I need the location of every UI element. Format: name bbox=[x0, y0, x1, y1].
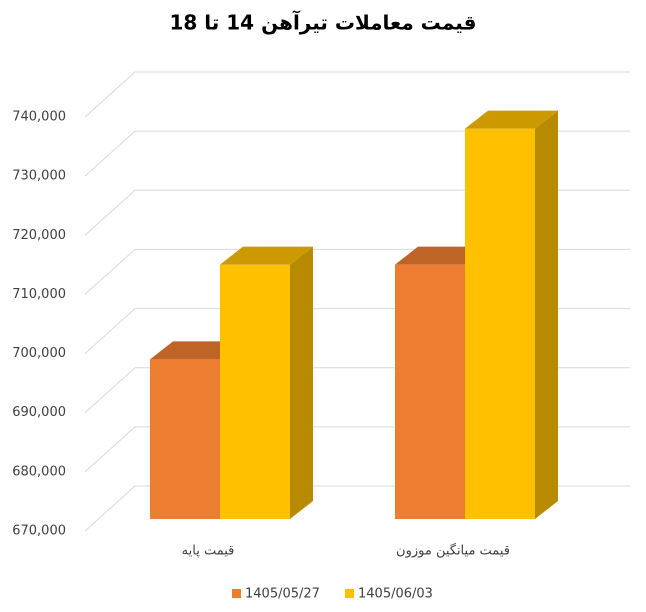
legend-swatch bbox=[345, 589, 354, 598]
y-tick-label: 740,000 bbox=[12, 110, 66, 125]
bar-side bbox=[535, 110, 558, 520]
bar-top bbox=[465, 110, 558, 129]
legend-label: 1405/06/03 bbox=[358, 587, 433, 602]
x-tick-label: قیمت میانگین موزون bbox=[396, 543, 510, 559]
bar bbox=[150, 359, 220, 519]
legend-label: 1405/05/27 bbox=[245, 587, 320, 602]
bar bbox=[465, 128, 535, 519]
chart-title: قیمت معاملات تیرآهن 14 تا 18 bbox=[169, 10, 476, 35]
y-tick-label: 690,000 bbox=[12, 405, 66, 420]
legend-swatch bbox=[232, 589, 241, 598]
y-tick-label: 730,000 bbox=[12, 169, 66, 184]
x-tick-label: قیمت پایه bbox=[182, 544, 235, 559]
bar bbox=[395, 264, 465, 519]
y-tick-label: 710,000 bbox=[12, 287, 66, 302]
bar-side bbox=[290, 246, 313, 519]
bar bbox=[220, 264, 290, 519]
bar-top bbox=[395, 246, 488, 265]
y-tick-label: 680,000 bbox=[12, 464, 66, 479]
y-tick-label: 700,000 bbox=[12, 346, 66, 361]
grid-line bbox=[84, 71, 630, 118]
bar-top bbox=[150, 341, 243, 360]
bar-top bbox=[220, 246, 313, 265]
y-tick-label: 720,000 bbox=[12, 228, 66, 243]
y-tick-label: 670,000 bbox=[12, 524, 66, 539]
